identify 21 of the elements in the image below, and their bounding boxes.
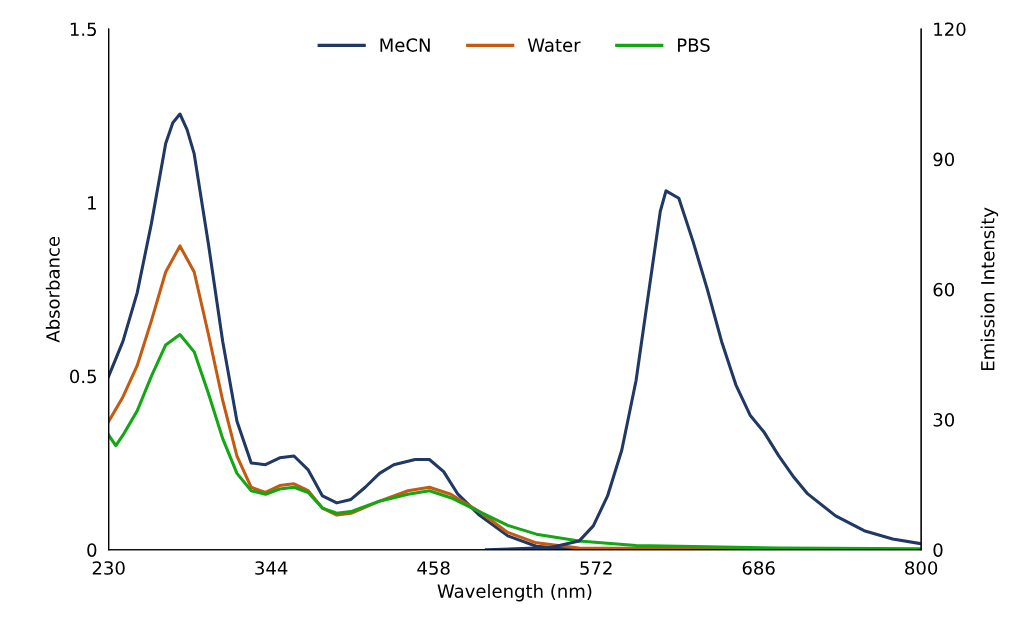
y-tick-label: 1 <box>88 196 96 210</box>
x-tick-label: 230 <box>92 561 125 575</box>
y-tick-label: 1.5 <box>70 22 96 37</box>
y2-tick-label: 60 <box>933 282 955 297</box>
y-tick-label: 0.5 <box>70 369 96 384</box>
legend-label: PBS <box>678 38 710 52</box>
x-tick-label: 686 <box>742 561 775 575</box>
x-tick-label: 800 <box>905 561 938 575</box>
x-axis-title: Wavelength (nm) <box>437 583 592 602</box>
legend-label: MeCN <box>380 38 430 52</box>
y2-tick-label: 90 <box>933 152 955 167</box>
y2-tick-label: 120 <box>934 22 966 37</box>
y2-tick-label: 0 <box>933 543 943 557</box>
legend-label: Water <box>527 38 581 52</box>
y2-tick-label: 30 <box>933 413 955 427</box>
y-tick-label: 0 <box>87 543 97 557</box>
y-axis-title: Absorbance <box>45 236 60 343</box>
x-tick-label: 458 <box>417 561 450 575</box>
x-tick-label: 344 <box>255 561 288 575</box>
y2-axis-title: Emission Intensity <box>980 207 999 370</box>
x-tick-label: 572 <box>580 561 612 575</box>
